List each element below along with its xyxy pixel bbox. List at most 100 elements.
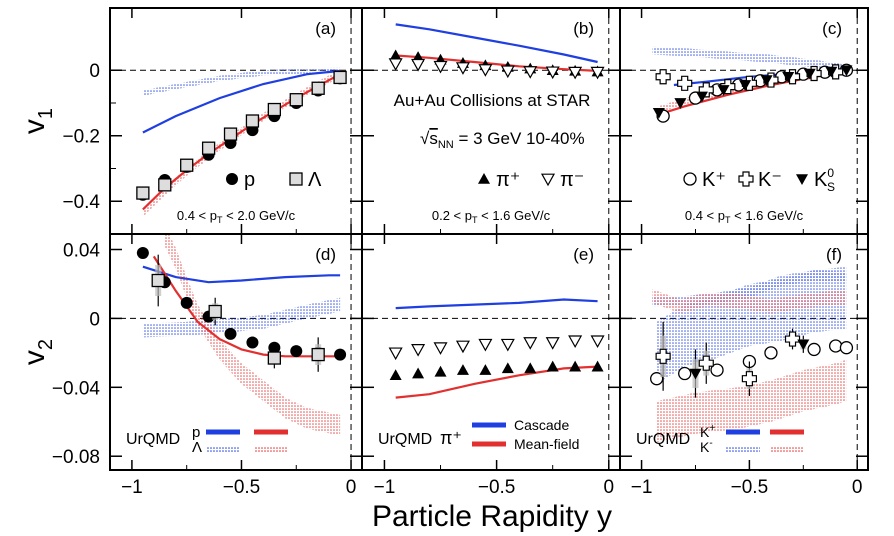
legend-text: K⁻ [758,169,782,191]
data-point-e [568,335,583,349]
data-point-a [180,158,194,172]
data-point-f [839,341,854,355]
data-point-d [311,347,325,362]
model-band-Mean-field-K⁺ [652,289,847,314]
data-point-a [201,141,216,155]
legend-sup: 0 [827,166,834,180]
data-point-d [224,327,237,340]
y-label-sub: 1 [35,108,57,119]
panel-d-points [136,246,347,372]
x-tick-label: 0 [346,477,357,498]
model-line-Mean-field-π⁺ [395,365,598,399]
data-point-a [245,114,260,128]
data-point-e [545,337,560,350]
data-point-d [290,345,303,358]
data-point-e [546,360,559,372]
data-point-a [333,70,347,85]
legend-marker-b [478,173,490,184]
panel-c-points [652,63,854,123]
data-point-f [829,339,843,353]
data-point-c [655,69,671,85]
data-point-e [479,364,492,375]
data-point-e [455,340,470,354]
key-f-cascade-kminus [726,446,760,452]
legend-marker-b [540,173,556,187]
panel-a-models [142,67,341,217]
legend-label-b: π⁻ [560,169,584,191]
panel-label-c: (c) [822,19,842,38]
key-f-sup: + [709,423,715,434]
x-axis-label: Particle Rapidity y [372,500,612,533]
data-point-c [803,68,816,80]
pt-range-a: 0.4 < pT < 2.0 GeV/c [177,208,296,225]
data-point-d [151,273,165,288]
legend-marker-c [738,171,754,187]
legend-label-c: K⁺ [702,169,726,191]
data-point-a [223,127,238,141]
model-band-Mean-field-Λ [164,235,341,436]
v1-tick-label: −0.2 [62,127,100,148]
legend-label-a: p [244,169,255,191]
model-band-Mean-field-K⁻ [656,359,847,443]
data-point-c [698,82,714,98]
data-point-e [591,360,604,372]
panel-label-e: (e) [573,245,594,264]
panel-label-d: (d) [315,245,336,264]
data-point-d [208,304,222,319]
pt-rest: < 1.6 GeV/c [478,208,551,223]
legend-text: π⁺ [496,169,520,191]
urqmd-label-f: UrQMD [636,431,690,448]
x-tick-label: −0.5 [223,477,261,498]
data-point-e [434,365,447,377]
data-point-c [840,65,853,77]
panel-frame-v1-1 [361,7,621,235]
energy-sub: NN [438,139,454,151]
key-f-sup: - [709,438,712,449]
data-point-a [136,186,150,200]
v2-tick-label: 0.04 [63,241,100,262]
data-point-f [655,348,671,364]
data-point-c [782,71,795,83]
data-point-d [267,351,281,365]
model-band-Cascade-Λ [142,297,341,338]
legend-label-b: π⁺ [496,169,520,191]
legend-marker-c [683,172,697,186]
model-line-Cascade-π⁺ [395,298,598,310]
chart-text: 0 −0.2 −0.4 0.04 0 −0.04 −0.08 −1 −0.5 0 −1 −0.5 0 −1… [18,19,863,498]
key-f-text: K [700,424,710,440]
legend-sub: S [827,180,835,194]
key-d-cascade-lambda [206,446,240,452]
x-tick-label: −1 [374,477,396,498]
collision-text: Au+Au Collisions at STAR [394,91,591,110]
urqmd-key-f-1: K- [700,438,713,455]
panel-e-models [395,298,598,399]
urqmd-key-d-p: p [192,424,200,441]
data-point-c [717,85,730,96]
data-points [136,49,854,398]
key-f-text: K [700,439,710,455]
cascade-legend-label: Cascade [514,417,569,433]
v2-axis-label: v2 [18,339,57,365]
data-point-f [764,346,778,360]
legend-text: K⁺ [702,169,726,191]
data-point-f [698,355,714,371]
v1-tick-label: 0 [89,61,100,82]
urqmd-key-e: π⁺ [440,428,462,448]
svg-text:√sNN = 3 GeV 10-40%: √sNN = 3 GeV 10-40% [420,129,585,151]
v2-tick-label: −0.04 [52,378,101,399]
pt-rest: < 2.0 GeV/c [223,208,296,223]
panel-frame-v1-0 [109,7,363,235]
energy-rest: = 3 GeV 10-40% [454,129,585,148]
data-point-b [568,66,583,80]
urqmd-label-e: UrQMD [378,431,432,448]
x-tick-label: −0.5 [731,477,769,498]
v2-tick-label: 0 [89,309,100,330]
data-point-e [411,344,426,357]
y-label-sub: 2 [35,339,57,350]
model-line-Cascade-p [142,69,341,134]
key-d-meanfield-lambda [254,446,288,452]
legend-text: p [244,169,255,191]
data-point-d [246,336,259,349]
x-tick-label: −1 [121,477,143,498]
data-point-b [523,66,538,79]
